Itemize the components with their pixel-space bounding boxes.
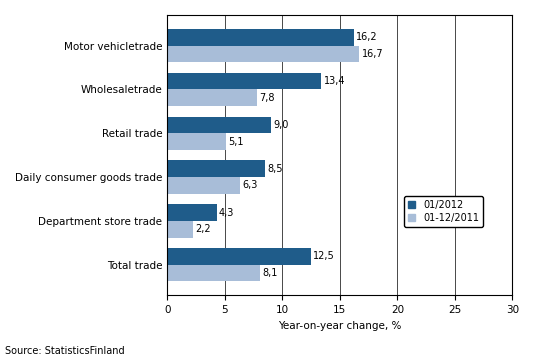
Text: 4,3: 4,3 [219,207,234,217]
Text: 12,5: 12,5 [313,251,335,261]
Text: 6,3: 6,3 [242,180,257,190]
Text: 7,8: 7,8 [260,93,275,103]
Bar [167,29,354,46]
Bar [167,248,311,265]
X-axis label: Year-on-year change, %: Year-on-year change, % [278,321,402,330]
Text: 8,5: 8,5 [268,164,283,174]
Bar [167,90,257,106]
Text: 16,7: 16,7 [362,49,383,59]
Text: 9,0: 9,0 [273,120,288,130]
Bar [167,46,359,62]
Bar [167,204,217,221]
Bar [167,117,271,133]
Bar [167,177,240,194]
Legend: 01/2012, 01-12/2011: 01/2012, 01-12/2011 [404,196,483,226]
Text: 16,2: 16,2 [356,32,378,42]
Text: Source: StatisticsFinland: Source: StatisticsFinland [5,346,125,356]
Text: 8,1: 8,1 [263,268,278,278]
Text: 13,4: 13,4 [324,76,345,86]
Bar [167,133,226,150]
Text: 2,2: 2,2 [195,224,210,234]
Bar [167,221,193,238]
Bar [167,265,261,281]
Bar [167,161,265,177]
Bar [167,73,321,90]
Text: 5,1: 5,1 [228,136,244,147]
